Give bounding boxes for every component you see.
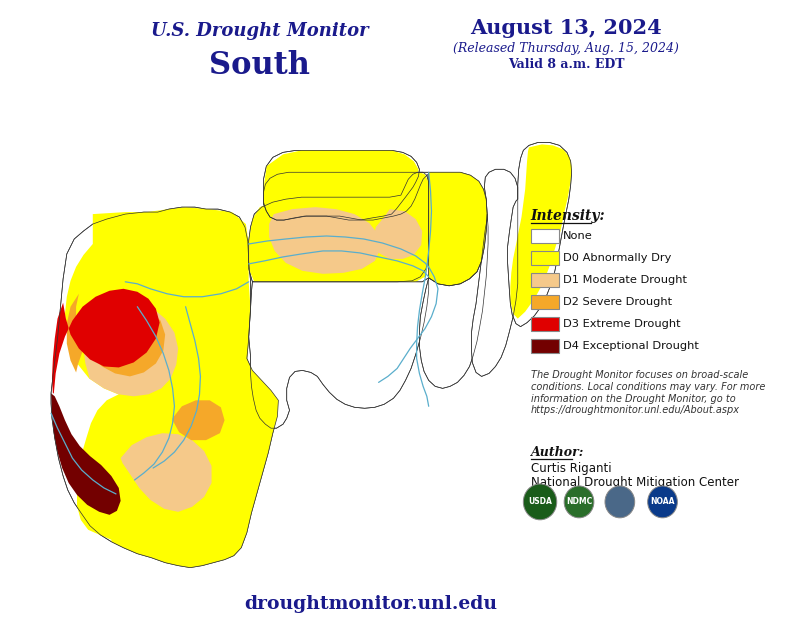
Polygon shape [471,169,518,376]
Bar [530,273,558,287]
Text: South: South [210,50,310,81]
Polygon shape [263,172,429,220]
Polygon shape [67,294,165,376]
Polygon shape [263,150,418,220]
Polygon shape [173,400,225,440]
Bar [530,229,558,243]
Polygon shape [263,150,419,220]
Circle shape [605,486,634,518]
Text: National Drought Mitigation Center: National Drought Mitigation Center [530,476,738,489]
Polygon shape [77,339,278,567]
Polygon shape [265,174,429,220]
Text: NDMC: NDMC [566,497,592,506]
Polygon shape [51,207,278,567]
Polygon shape [65,207,250,399]
Text: U.S. Drought Monitor: U.S. Drought Monitor [151,22,369,40]
Text: The Drought Monitor focuses on broad-scale
conditions. Local conditions may vary: The Drought Monitor focuses on broad-sca… [530,370,765,415]
Text: (Released Thursday, Aug. 15, 2024): (Released Thursday, Aug. 15, 2024) [453,42,679,55]
Bar [530,339,558,352]
Text: Intensity:: Intensity: [530,209,606,223]
Circle shape [523,484,557,520]
Polygon shape [51,393,121,515]
Polygon shape [52,289,159,393]
Text: Valid 8 a.m. EDT: Valid 8 a.m. EDT [508,57,624,70]
Text: Curtis Riganti: Curtis Riganti [530,462,611,475]
Text: D4 Exceptional Drought: D4 Exceptional Drought [563,341,699,350]
Circle shape [564,486,594,518]
Text: D3 Extreme Drought: D3 Extreme Drought [563,319,681,329]
Bar [530,251,558,265]
Polygon shape [507,142,571,327]
Polygon shape [121,433,211,512]
Bar [530,295,558,309]
Text: USDA: USDA [528,497,552,506]
Bar [530,316,558,331]
Circle shape [648,486,678,518]
Text: D2 Severe Drought: D2 Severe Drought [563,297,672,307]
Polygon shape [249,278,429,428]
Polygon shape [373,209,422,259]
Polygon shape [429,172,487,286]
Polygon shape [419,214,488,388]
Polygon shape [429,172,487,286]
Polygon shape [249,172,429,282]
Polygon shape [269,207,381,274]
Text: August 13, 2024: August 13, 2024 [470,18,662,38]
Text: None: None [563,231,593,241]
Polygon shape [429,179,486,199]
Text: D0 Abnormally Dry: D0 Abnormally Dry [563,253,672,263]
Text: D1 Moderate Drought: D1 Moderate Drought [563,275,687,285]
Polygon shape [510,145,571,319]
Polygon shape [249,172,429,282]
Text: Author:: Author: [530,446,584,459]
Polygon shape [83,301,178,396]
Text: droughtmonitor.unl.edu: droughtmonitor.unl.edu [245,596,498,614]
Text: NOAA: NOAA [650,497,674,506]
